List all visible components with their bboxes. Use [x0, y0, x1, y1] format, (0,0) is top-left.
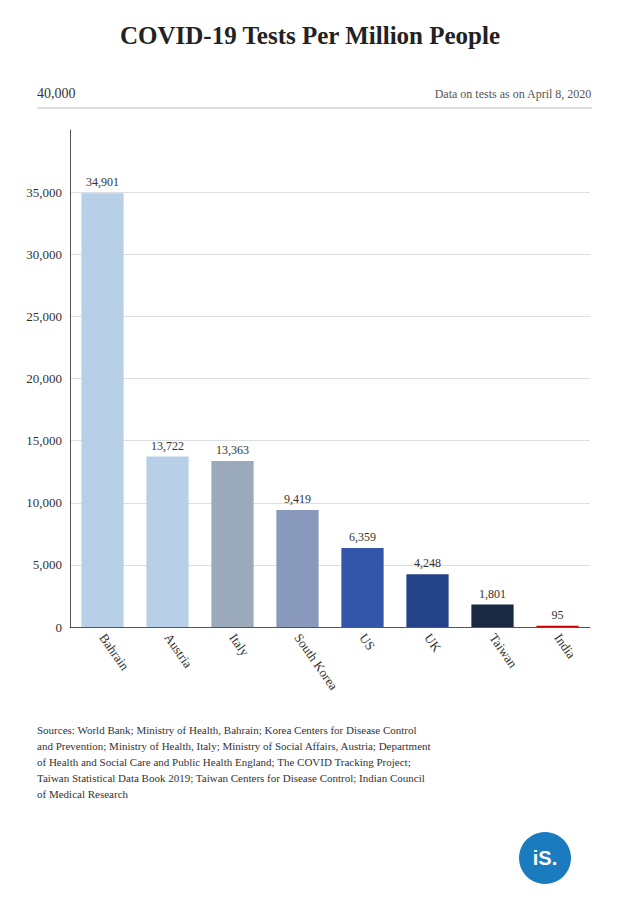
svg-text:Sources: World Bank; Ministry: Sources: World Bank; Ministry of Health,… — [37, 724, 417, 736]
svg-text:of Medical Research: of Medical Research — [37, 788, 129, 800]
svg-text:UK: UK — [421, 631, 444, 655]
svg-text:of Health and Social Care and: of Health and Social Care and Public Hea… — [37, 756, 411, 768]
svg-text:30,000: 30,000 — [26, 247, 62, 262]
svg-text:Austria: Austria — [161, 631, 195, 671]
svg-text:13,363: 13,363 — [216, 443, 249, 457]
svg-text:iS.: iS. — [533, 847, 557, 869]
svg-text:COVID-19 Tests Per Million Peo: COVID-19 Tests Per Million People — [120, 22, 500, 49]
svg-text:Data on tests as on April 8, 2: Data on tests as on April 8, 2020 — [435, 87, 592, 101]
svg-text:95: 95 — [552, 608, 564, 622]
svg-text:35,000: 35,000 — [26, 185, 62, 200]
svg-text:Italy: Italy — [226, 631, 252, 660]
svg-text:20,000: 20,000 — [26, 371, 62, 386]
svg-text:25,000: 25,000 — [26, 309, 62, 324]
svg-text:5,000: 5,000 — [33, 557, 62, 572]
svg-text:0: 0 — [56, 620, 63, 635]
svg-text:Taiwan Statistical Data Book 2: Taiwan Statistical Data Book 2019; Taiwa… — [37, 772, 425, 784]
svg-text:US: US — [356, 631, 378, 653]
svg-text:15,000: 15,000 — [26, 433, 62, 448]
svg-text:34,901: 34,901 — [86, 175, 119, 189]
svg-text:Taiwan: Taiwan — [486, 631, 520, 671]
svg-text:9,419: 9,419 — [284, 492, 311, 506]
svg-text:6,359: 6,359 — [349, 530, 376, 544]
svg-text:and Prevention; Ministry of He: and Prevention; Ministry of Health, Ital… — [37, 740, 431, 752]
svg-text:13,722: 13,722 — [151, 439, 184, 453]
svg-text:South Korea: South Korea — [291, 631, 341, 693]
svg-text:10,000: 10,000 — [26, 495, 62, 510]
svg-text:India: India — [551, 631, 579, 662]
svg-text:Bahrain: Bahrain — [96, 631, 132, 674]
svg-text:4,248: 4,248 — [414, 556, 441, 570]
svg-text:40,000: 40,000 — [37, 86, 76, 101]
svg-text:1,801: 1,801 — [479, 587, 506, 601]
